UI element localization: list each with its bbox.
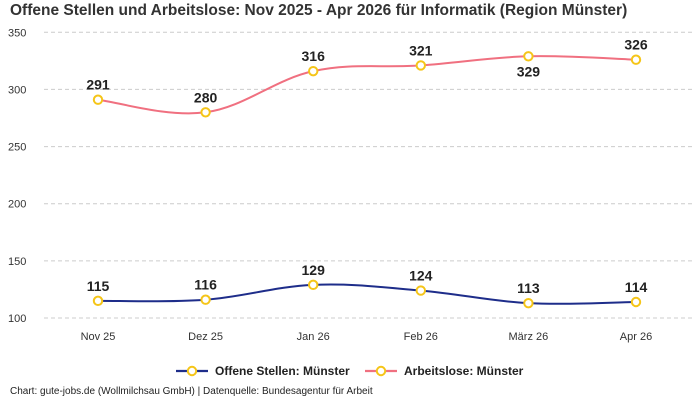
- y-tick-label: 300: [8, 84, 26, 96]
- legend-marker-offene-stellen: [186, 365, 198, 377]
- legend-label-offene-stellen: Offene Stellen: Münster: [215, 364, 350, 378]
- source-footer: Chart: gute-jobs.de (Wollmilchsau GmbH) …: [10, 386, 373, 397]
- data-point-offene-stellen: [415, 285, 426, 296]
- data-point-arbeitslose: [630, 54, 642, 65]
- data-point-offene-stellen: [200, 294, 211, 305]
- x-tick-label: März 26: [509, 331, 549, 343]
- x-tick-label: Jan 26: [297, 331, 330, 343]
- data-label-offene-stellen: 116: [194, 277, 217, 293]
- data-point-arbeitslose: [92, 94, 104, 105]
- series-line-arbeitslose: [97, 55, 637, 115]
- data-point-offene-stellen: [308, 279, 319, 291]
- y-tick-label: 200: [8, 199, 26, 211]
- data-point-arbeitslose: [415, 60, 426, 71]
- data-label-arbeitslose: 280: [194, 89, 218, 105]
- chart-title: Offene Stellen und Arbeitslose: Nov 2025…: [10, 2, 628, 19]
- x-tick-label: Nov 25: [81, 331, 116, 343]
- y-tick-label: 350: [8, 27, 26, 39]
- x-tick-label: Feb 26: [404, 331, 438, 343]
- data-point-arbeitslose: [308, 65, 319, 77]
- legend-marker-arbeitslose: [375, 365, 387, 377]
- y-axis-ticks: 100 150 200 250 300 350: [8, 27, 26, 325]
- y-tick-label: 100: [8, 313, 26, 325]
- data-labels: 115 116 129 124 113 114 291 280 316 321 329 326: [86, 37, 648, 296]
- y-tick-label: 250: [8, 142, 26, 154]
- x-axis-ticks: Nov 25 Dez 25 Jan 26 Feb 26 März 26 Apr 26: [81, 331, 653, 343]
- data-point-offene-stellen: [92, 295, 104, 307]
- grid-lines: [44, 31, 692, 319]
- x-tick-label: Dez 25: [188, 331, 223, 343]
- data-label-offene-stellen: 129: [302, 262, 326, 278]
- data-label-offene-stellen: 124: [409, 268, 433, 284]
- data-label-arbeitslose: 326: [624, 37, 648, 53]
- data-point-offene-stellen: [523, 297, 534, 309]
- y-tick-label: 150: [8, 256, 26, 268]
- legend: Offene Stellen: Münster Arbeitslose: Müns…: [176, 364, 524, 378]
- data-label-arbeitslose: 316: [302, 48, 326, 64]
- series-line-offene-stellen: [97, 283, 637, 305]
- legend-label-arbeitslose: Arbeitslose: Münster: [404, 364, 524, 378]
- x-tick-label: Apr 26: [620, 331, 652, 343]
- data-label-arbeitslose: 329: [517, 63, 541, 79]
- data-label-offene-stellen: 115: [87, 278, 110, 294]
- data-label-arbeitslose: 321: [409, 42, 433, 58]
- data-label-arbeitslose: 291: [86, 77, 110, 93]
- series-lines: [92, 51, 642, 309]
- data-label-offene-stellen: 114: [625, 279, 648, 295]
- data-label-offene-stellen: 113: [517, 280, 540, 296]
- data-point-arbeitslose: [200, 107, 211, 118]
- data-point-arbeitslose: [523, 51, 534, 62]
- data-point-offene-stellen: [630, 296, 642, 308]
